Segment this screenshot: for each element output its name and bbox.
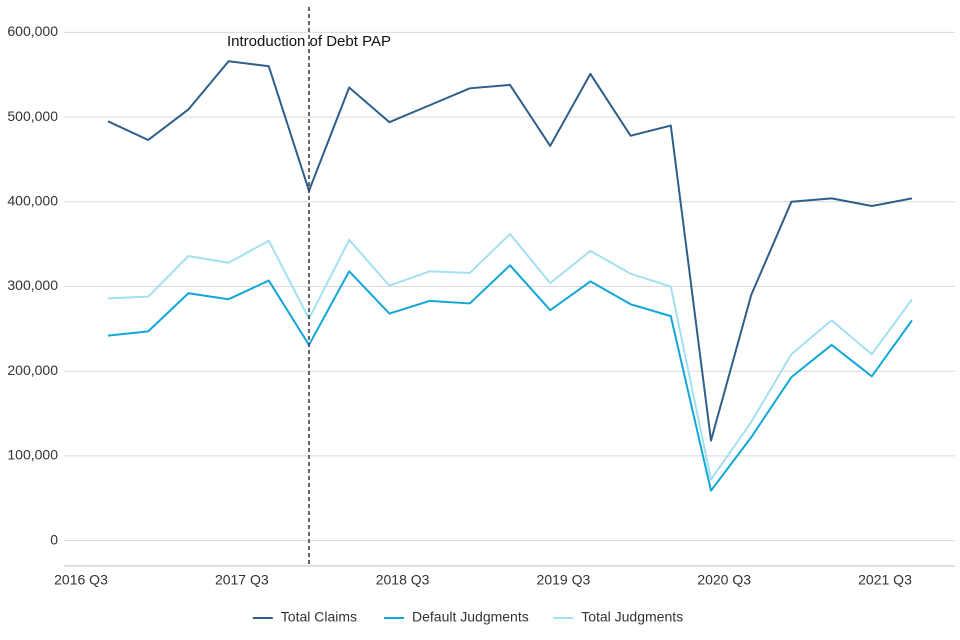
- y-tick-label: 0: [50, 531, 58, 547]
- x-tick-label: 2020 Q3: [697, 572, 751, 588]
- y-tick-label: 600,000: [7, 23, 58, 39]
- legend-label: Total Claims: [281, 609, 357, 625]
- x-tick-label: 2018 Q3: [376, 572, 430, 588]
- x-tick-label: 2016 Q3: [54, 572, 108, 588]
- series-line: [107, 60, 913, 442]
- annotation-text: Introduction of Debt PAP: [227, 33, 391, 50]
- legend-label: Default Judgments: [412, 609, 529, 625]
- x-tick-label: 2017 Q3: [215, 572, 269, 588]
- legend-label: Total Judgments: [581, 609, 683, 625]
- x-tick-label: 2021 Q3: [858, 572, 912, 588]
- y-tick-label: 300,000: [7, 277, 58, 293]
- y-tick-label: 500,000: [7, 108, 58, 124]
- y-tick-label: 100,000: [7, 447, 58, 463]
- x-tick-label: 2019 Q3: [537, 572, 591, 588]
- series-line: [107, 264, 913, 492]
- y-tick-label: 200,000: [7, 362, 58, 378]
- y-tick-label: 400,000: [7, 193, 58, 209]
- series-line: [107, 232, 913, 481]
